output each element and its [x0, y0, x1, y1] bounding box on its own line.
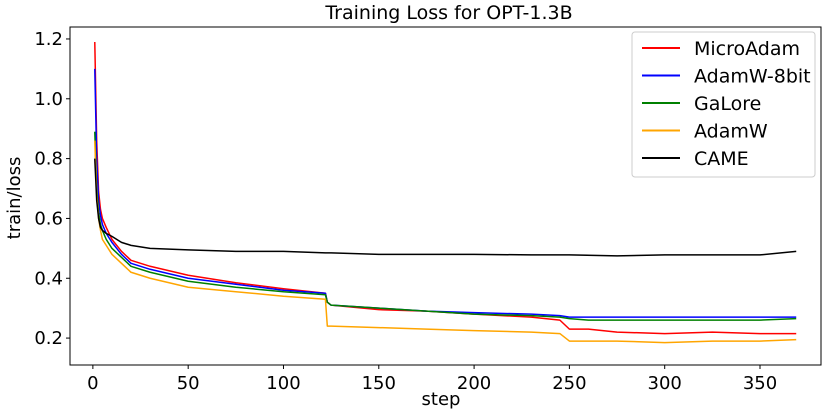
x-tick-label: 0	[87, 373, 98, 394]
x-tick-label: 250	[552, 373, 586, 394]
series-line-galore	[94, 131, 797, 321]
legend-label-came: CAME	[694, 148, 749, 170]
y-tick-label: 0.6	[34, 208, 63, 229]
x-tick-label: 350	[743, 373, 777, 394]
x-axis: 0 50 100 150 200 250 300 350	[87, 365, 777, 394]
y-tick-label: 0.8	[34, 149, 63, 170]
legend-box	[631, 31, 816, 178]
x-axis-label: step	[422, 389, 461, 410]
series-line-adamw	[94, 140, 797, 344]
x-tick-label: 100	[266, 373, 300, 394]
legend-label-adamw-8bit: AdamW-8bit	[694, 66, 811, 88]
legend-label-galore: GaLore	[694, 93, 761, 115]
y-tick-label: 0.4	[34, 268, 63, 289]
y-tick-label: 1.2	[34, 29, 63, 50]
y-axis: 0.2 0.4 0.6 0.8 1.0 1.2	[34, 29, 70, 349]
legend: MicroAdam AdamW-8bit GaLore AdamW CAME	[631, 31, 816, 178]
y-tick-label: 1.0	[34, 89, 63, 110]
chart-title: Training Loss for OPT-1.3B	[324, 2, 572, 24]
plot-frame	[69, 26, 822, 366]
legend-label-adamw: AdamW	[694, 121, 768, 143]
x-tick-label: 200	[457, 373, 491, 394]
y-tick-label: 0.2	[34, 328, 63, 349]
x-tick-label: 50	[177, 373, 200, 394]
x-tick-label: 300	[648, 373, 682, 394]
series-line-came	[94, 158, 797, 257]
y-axis-label: train/loss	[4, 157, 25, 240]
x-tick-label: 150	[362, 373, 396, 394]
series-layer	[94, 41, 797, 344]
legend-label-microadam: MicroAdam	[694, 38, 800, 60]
